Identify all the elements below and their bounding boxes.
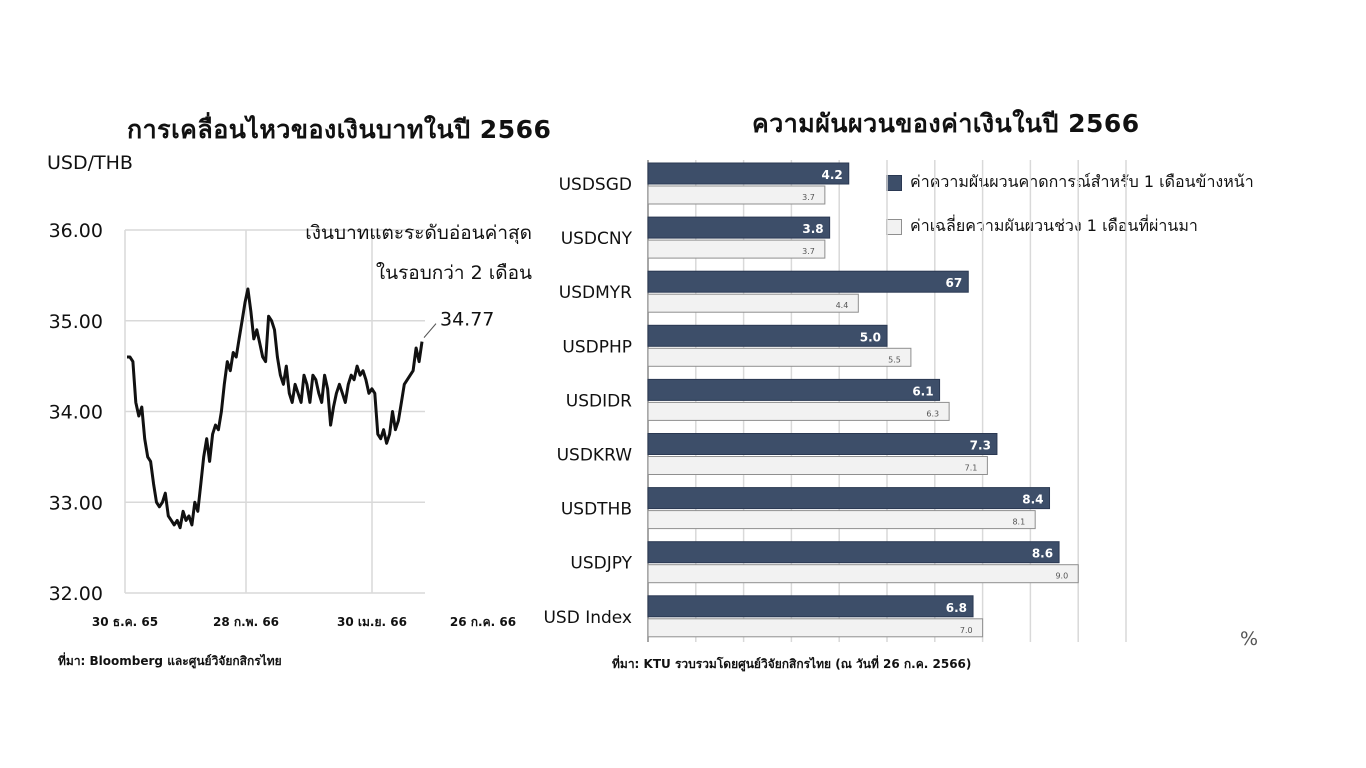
line-chart-ytick-label: 33.00: [49, 492, 103, 514]
bar-historical-value-label: 3.7: [802, 193, 815, 202]
line-chart-xtick-label: 30 เม.ย. 66: [337, 615, 407, 629]
bar-chart-category-label: USDKRW: [557, 446, 633, 466]
bar-forecast: [647, 433, 998, 455]
bar-historical: [647, 510, 1036, 530]
bar-historical-value-label: 7.1: [965, 464, 978, 473]
bar-historical: [647, 401, 950, 421]
bar-historical-value-label: 7.0: [960, 626, 973, 635]
line-chart-title: การเคลื่อนไหวของเงินบาทในปี 2566: [127, 115, 552, 144]
line-chart-ylabel: USD/THB: [47, 152, 133, 174]
line-chart-annotation-line1: เงินบาทแตะระดับอ่อนค่าสุด: [305, 222, 532, 245]
bar-forecast: [647, 270, 969, 293]
bar-chart-category-label: USDTHB: [561, 500, 632, 520]
bar-forecast: [647, 324, 888, 347]
line-chart-end-label: 34.77: [440, 309, 494, 331]
bar-forecast-value-label: 8.4: [1022, 493, 1043, 507]
bar-chart-category-label: USDJPY: [570, 554, 632, 574]
bar-forecast: [647, 378, 941, 401]
line-chart-xtick-label: 26 ก.ค. 66: [450, 615, 516, 629]
legend-item-forecast: ค่าความผันผวนคาดการณ์สำหรับ 1 เดือนข้างห…: [886, 170, 1254, 195]
bar-historical: [647, 347, 912, 367]
line-chart-source: ที่มา: Bloomberg และศูนย์วิจัยกสิกรไทย: [58, 654, 282, 668]
bar-historical: [647, 185, 826, 205]
bar-forecast-value-label: 4.2: [821, 168, 842, 182]
line-chart-ytick-label: 34.00: [49, 402, 103, 424]
bar-historical: [647, 239, 826, 259]
bar-historical: [647, 564, 1079, 584]
bar-forecast-value-label: 6.8: [946, 601, 967, 615]
bar-forecast: [647, 162, 850, 185]
bar-historical: [647, 618, 984, 638]
bar-chart-category-label: USDMYR: [559, 283, 632, 303]
bar-chart-category-label: USD Index: [543, 608, 632, 628]
line-chart-ytick-label: 32.00: [49, 583, 103, 605]
bar-chart-xlabel: %: [1240, 628, 1259, 650]
bar-historical-value-label: 4.4: [836, 301, 849, 310]
bar-forecast-value-label: 3.8: [802, 222, 823, 236]
bar-forecast: [647, 216, 831, 239]
bar-historical: [647, 293, 859, 313]
bar-historical-value-label: 3.7: [802, 247, 815, 256]
bar-forecast: [647, 487, 1051, 510]
bar-chart-category-label: USDPHP: [562, 337, 632, 357]
line-chart-annotation-line2: ในรอบกว่า 2 เดือน: [376, 262, 532, 284]
line-chart-xtick-label: 28 ก.พ. 66: [213, 615, 279, 629]
line-chart-ytick-label: 35.00: [49, 311, 103, 333]
line-chart-series-usdthb: [127, 287, 424, 530]
bar-historical: [647, 456, 988, 475]
bar-chart-category-label: USDIDR: [566, 391, 632, 411]
line-chart-ytick-label: 36.00: [49, 220, 103, 242]
bar-forecast-value-label: 5.0: [860, 330, 881, 344]
bar-chart-source: ที่มา: KTU รวบรวมโดยศูนย์วิจัยกสิกรไทย (…: [612, 657, 972, 671]
bar-forecast-value-label: 7.3: [970, 439, 991, 453]
bar-chart-category-label: USDSGD: [559, 175, 632, 195]
bar-forecast: [647, 541, 1060, 564]
bar-forecast: [647, 595, 974, 618]
bar-historical-value-label: 6.3: [926, 409, 939, 418]
line-chart-xtick-label: 30 ธ.ค. 65: [92, 615, 158, 629]
bar-forecast-value-label: 67: [946, 276, 963, 290]
bar-historical-value-label: 5.5: [888, 355, 901, 364]
bar-chart-category-label: USDCNY: [561, 229, 633, 249]
bar-forecast-value-label: 6.1: [912, 384, 933, 398]
bar-forecast-value-label: 8.6: [1032, 547, 1053, 561]
line-chart-end-leader: [423, 323, 437, 338]
bar-historical-value-label: 8.1: [1012, 518, 1025, 527]
legend-label-forecast: ค่าความผันผวนคาดการณ์สำหรับ 1 เดือนข้างห…: [910, 172, 1254, 191]
bar-historical-value-label: 9.0: [1055, 572, 1068, 581]
bar-chart-title: ความผันผวนของค่าเงินในปี 2566: [752, 109, 1140, 138]
